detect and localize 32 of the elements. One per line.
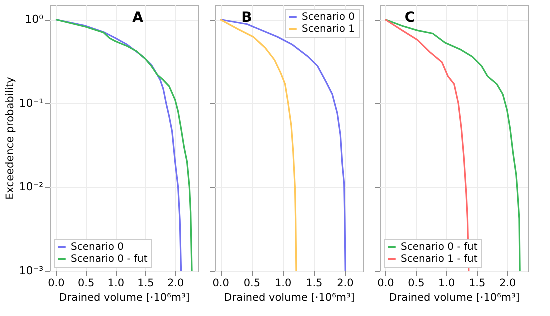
x-tick-label: 0.0	[48, 278, 65, 290]
legend-label: Scenario 1 - fut	[401, 254, 478, 265]
y-tick-label: 10⁰	[25, 13, 44, 26]
x-tick-label: 1.0	[108, 278, 124, 290]
legend-label: Scenario 0 - fut	[71, 254, 148, 265]
x-tick-label: 2.0	[337, 278, 354, 290]
chart-title: B	[242, 10, 252, 26]
x-tick-label: 1.0	[274, 278, 292, 290]
y-axis-title: Exceedence probability	[4, 77, 16, 200]
x-tick-label: 0.5	[244, 278, 261, 290]
chart-title: A	[132, 10, 144, 26]
x-tick-label: 0.0	[378, 278, 394, 290]
x-tick-label: 2.0	[167, 278, 184, 290]
x-axis-title: Drained volume [·10⁶m³]	[224, 292, 355, 304]
x-tick-label: 1.5	[468, 278, 486, 290]
x-tick-label: 1.5	[306, 278, 323, 290]
chart-title: C	[404, 10, 416, 26]
legend-label: Scenario 0 - fut	[401, 242, 478, 253]
legend-label: Scenario 1	[302, 24, 356, 35]
legend-label: Scenario 0	[302, 12, 356, 23]
x-tick-label: 1.5	[138, 278, 154, 290]
x-axis-title: Drained volume [·10⁶m³]	[389, 292, 520, 304]
x-axis-title: Drained volume [·10⁶m³]	[59, 292, 190, 304]
x-tick-label: 0.5	[78, 278, 95, 290]
x-tick-label: 0.5	[408, 278, 425, 290]
y-tick-label: 10⁻¹	[19, 97, 44, 110]
x-tick-label: 2.0	[499, 278, 516, 290]
legend-label: Scenario 0	[71, 242, 124, 253]
x-tick-label: 1.0	[438, 278, 456, 290]
y-tick-label: 10⁻³	[19, 264, 44, 278]
x-tick-label: 0.0	[212, 278, 230, 290]
y-tick-label: 10⁻²	[19, 180, 44, 194]
